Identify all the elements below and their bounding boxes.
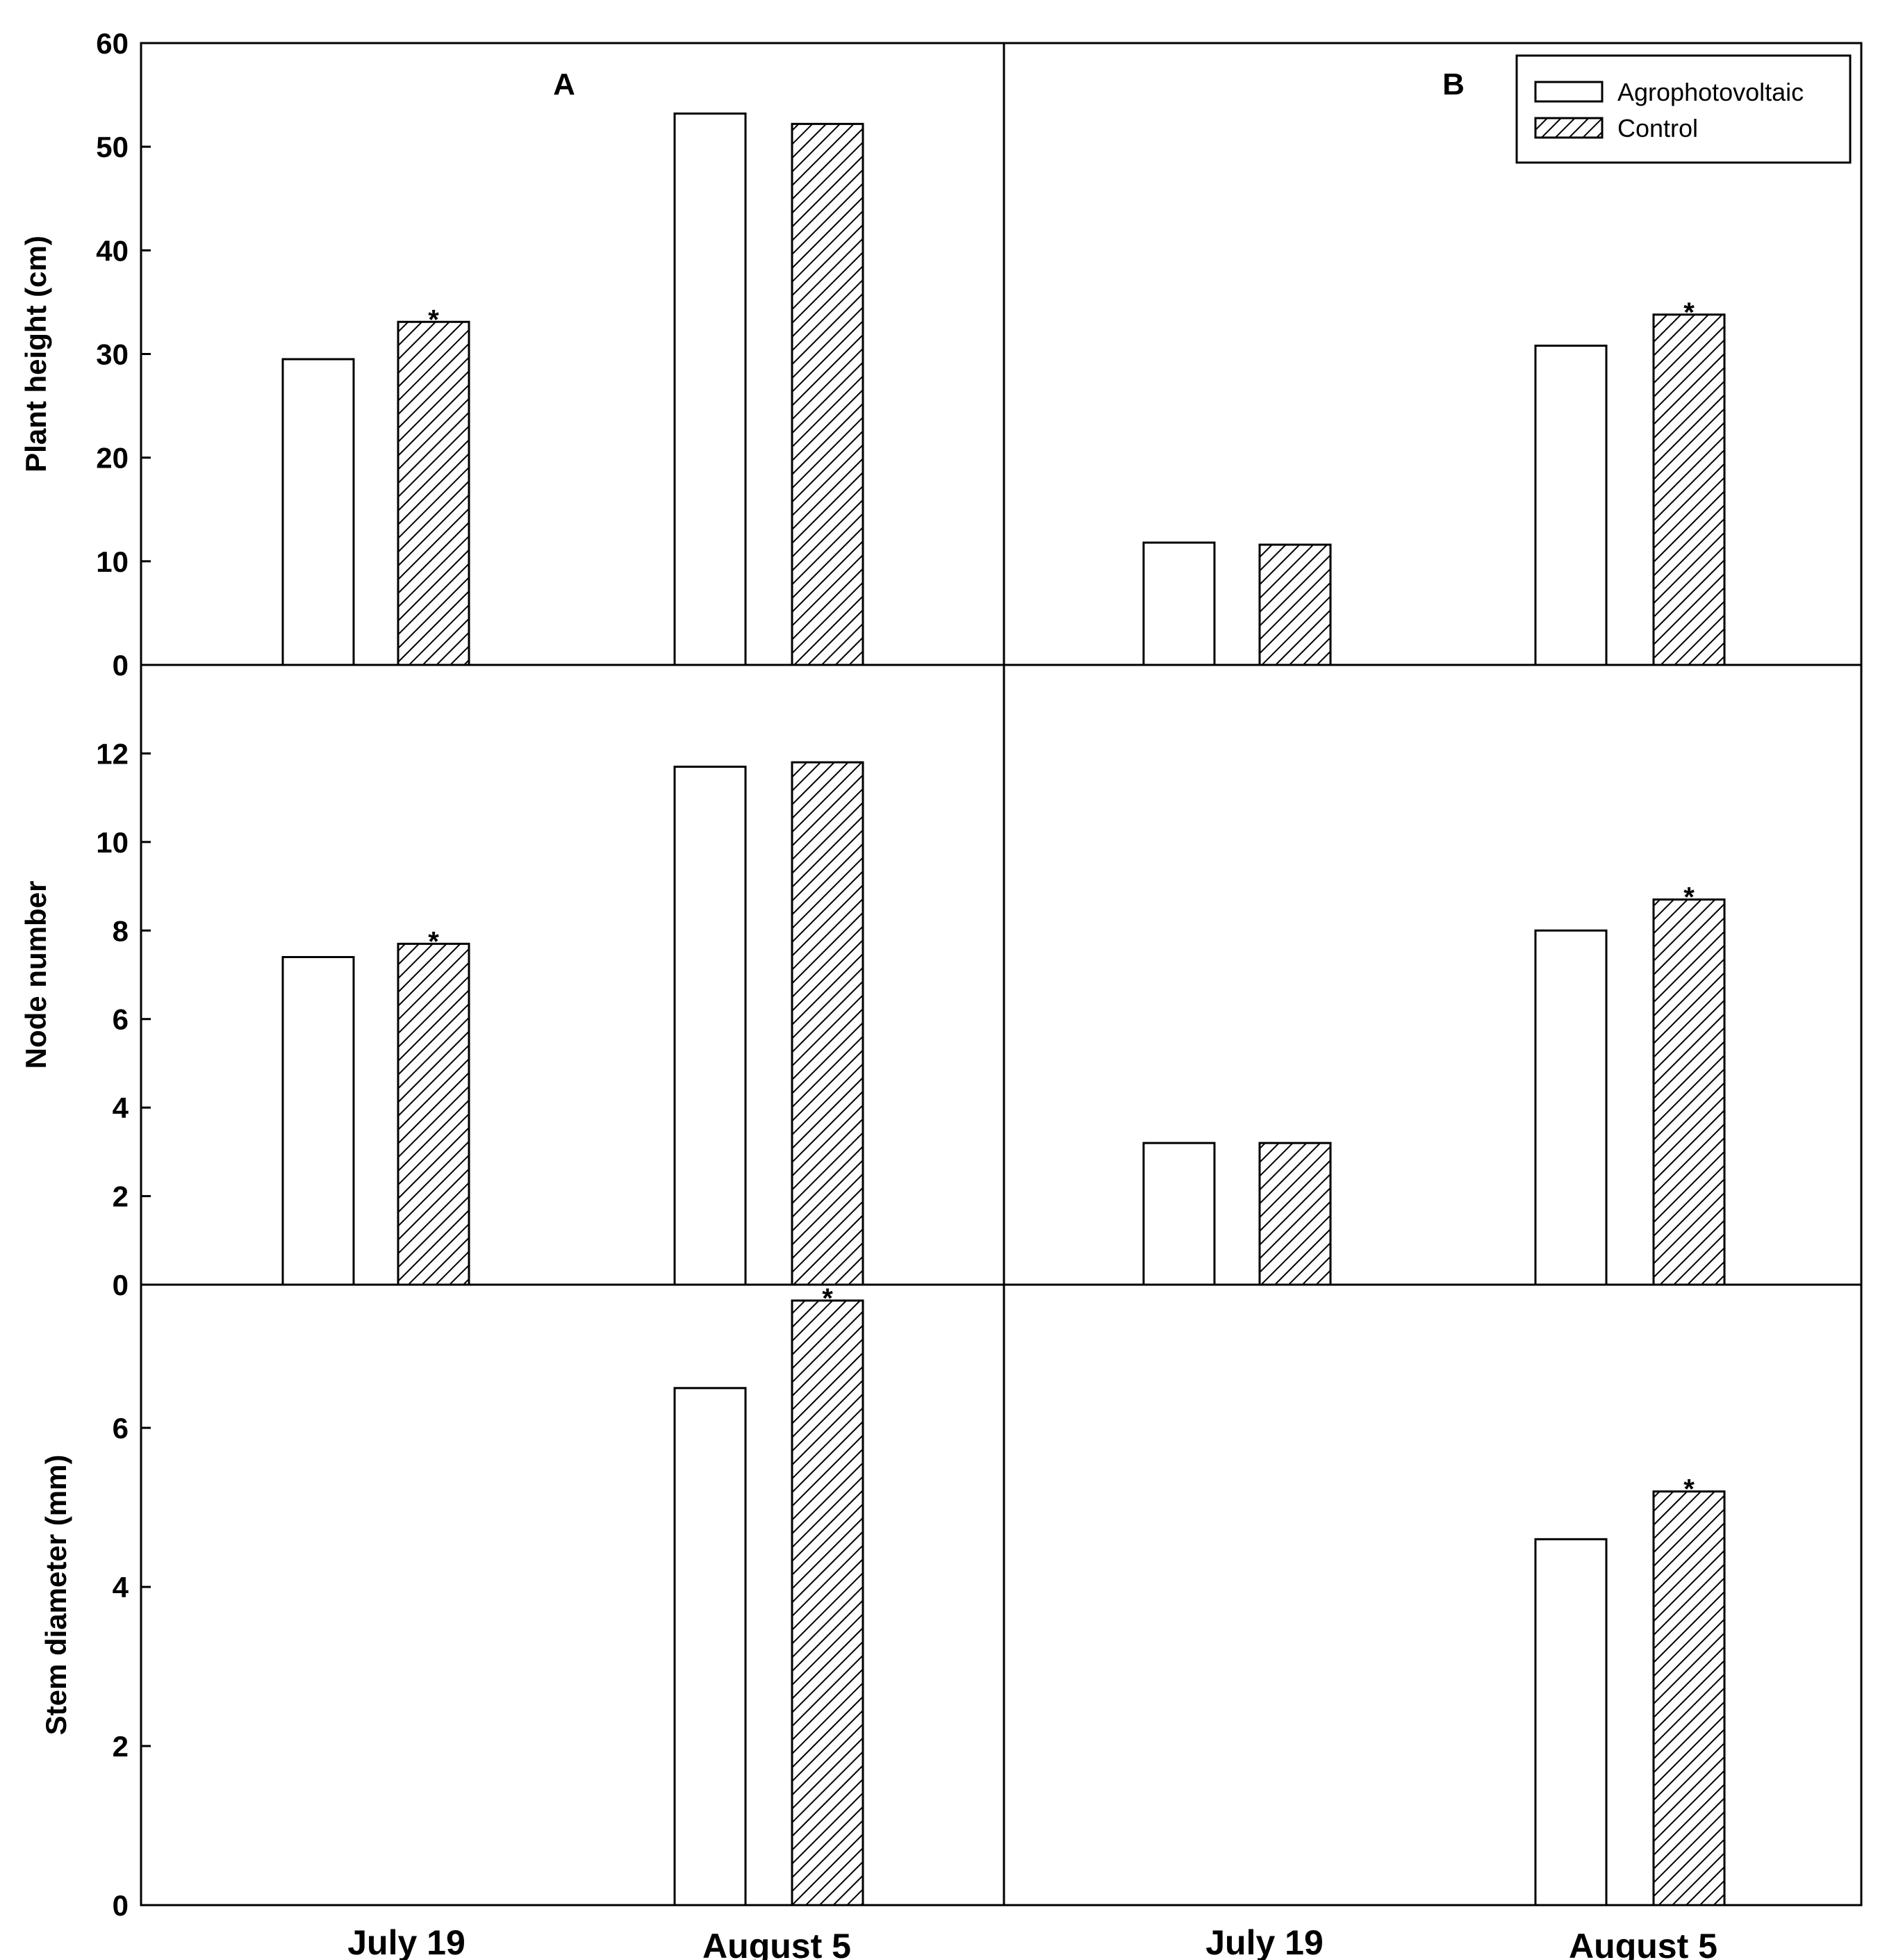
legend-swatch-control: [1534, 117, 1604, 139]
bar-a-control-july-19: [397, 320, 470, 666]
y-tick-label: 4: [113, 1571, 129, 1604]
bar-b-agrophotovoltaic-july-19: [1142, 1142, 1216, 1286]
significance-star: *: [1683, 297, 1695, 328]
significance-star: *: [1683, 1474, 1695, 1505]
category-label-b-july: July 19: [1205, 1923, 1324, 1960]
panel-label-a: A: [553, 67, 575, 101]
bar-b-control-july-19: [1258, 1142, 1332, 1286]
y-tick-label: 20: [96, 442, 129, 475]
bar-a-agrophotovoltaic-july-19: [281, 956, 355, 1286]
y-tick-label: 10: [96, 545, 129, 578]
bar-a-agrophotovoltaic-august-5: [673, 766, 747, 1286]
y-tick-label: 12: [96, 737, 129, 770]
y-tick-label: 0: [113, 1889, 129, 1922]
bar-a-agrophotovoltaic-august-5: [673, 112, 747, 666]
y-tick-label: 0: [113, 649, 129, 682]
significance-star: *: [428, 926, 439, 957]
category-label-a-july: July 19: [347, 1923, 465, 1960]
bar-b-agrophotovoltaic-august-5: [1534, 345, 1608, 666]
legend-swatch-agrophotovoltaic: [1534, 81, 1604, 103]
y-axis-label: Plant height (cm): [19, 236, 52, 472]
y-tick-label: 50: [96, 131, 129, 163]
legend: Agrophotovoltaic Control: [1515, 54, 1852, 164]
y-tick-label: 6: [113, 1003, 129, 1036]
bar-b-agrophotovoltaic-july-19: [1142, 541, 1216, 666]
outer-frame: [140, 42, 1863, 1907]
significance-star: *: [1683, 882, 1695, 913]
row-3: * * 0 2 4 6 Stem diameter (mm): [40, 1283, 1726, 1922]
bar-a-control-august-5: [791, 761, 864, 1286]
category-label-a-august: August 5: [702, 1927, 851, 1960]
y-tick-label: 2: [113, 1730, 129, 1763]
row-2: * * 0 2 4 6 8 10 12 Node number: [19, 737, 1726, 1301]
y-axis-label: Stem diameter (mm): [40, 1455, 72, 1736]
bar-a-agrophotovoltaic-august-5: [673, 1387, 747, 1907]
bar-b-agrophotovoltaic-august-5: [1534, 929, 1608, 1286]
y-tick-label: 8: [113, 914, 129, 947]
bar-b-control-august-5: [1652, 1490, 1726, 1907]
y-tick-label: 6: [113, 1412, 129, 1444]
bar-a-control-july-19: [397, 942, 470, 1286]
legend-label-agrophotovoltaic: Agrophotovoltaic: [1617, 78, 1804, 106]
y-tick-label: 4: [113, 1092, 129, 1124]
legend-box: [1515, 54, 1852, 164]
bar-b-control-august-5: [1652, 313, 1726, 666]
bar-a-control-august-5: [791, 1299, 864, 1907]
y-tick-label: 40: [96, 234, 129, 267]
y-tick-label: 30: [96, 338, 129, 371]
plot-frame: [140, 42, 1863, 1907]
bar-b-agrophotovoltaic-august-5: [1534, 1538, 1608, 1907]
y-tick-label: 60: [96, 27, 129, 60]
y-tick-label: 2: [113, 1180, 129, 1213]
bar-a-agrophotovoltaic-july-19: [281, 358, 355, 666]
panel-label-b: B: [1442, 67, 1465, 101]
y-tick-label: 0: [113, 1269, 129, 1301]
legend-label-control: Control: [1617, 114, 1698, 142]
bar-b-control-august-5: [1652, 898, 1726, 1286]
significance-star: *: [428, 304, 439, 335]
category-label-b-august: August 5: [1569, 1927, 1717, 1960]
bar-b-control-july-19: [1258, 543, 1332, 666]
row-1: * * 0 10 20 30 40 50 60 Plant height (cm): [19, 27, 1726, 682]
significance-star: *: [822, 1283, 833, 1314]
y-tick-label: 10: [96, 826, 129, 859]
y-axis-label: Node number: [19, 881, 52, 1069]
bar-a-control-august-5: [791, 122, 864, 666]
